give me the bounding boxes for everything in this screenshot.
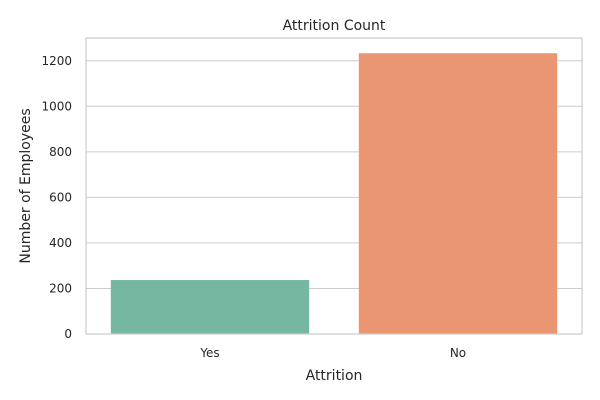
y-tick-label: 0 bbox=[64, 327, 72, 341]
bar-yes bbox=[110, 280, 310, 334]
bar-no bbox=[358, 53, 558, 335]
y-tick-label: 600 bbox=[49, 190, 72, 204]
y-tick-label: 1200 bbox=[41, 54, 72, 68]
bars bbox=[110, 53, 558, 335]
chart-title: Attrition Count bbox=[283, 18, 386, 34]
y-tick-label: 800 bbox=[49, 145, 72, 159]
y-tick-labels: 0 200 400 600 800 1000 1200 bbox=[41, 54, 72, 341]
y-tick-label: 200 bbox=[49, 281, 72, 295]
x-tick-label-yes: Yes bbox=[199, 346, 219, 360]
x-axis-label: Attrition bbox=[306, 368, 363, 384]
plot-frame bbox=[85, 37, 583, 335]
y-axis-label: Number of Employees bbox=[18, 108, 34, 263]
x-tick-labels: Yes No bbox=[199, 346, 466, 360]
y-tick-label: 1000 bbox=[41, 99, 72, 113]
y-tick-label: 400 bbox=[49, 236, 72, 250]
x-tick-label-no: No bbox=[450, 346, 466, 360]
